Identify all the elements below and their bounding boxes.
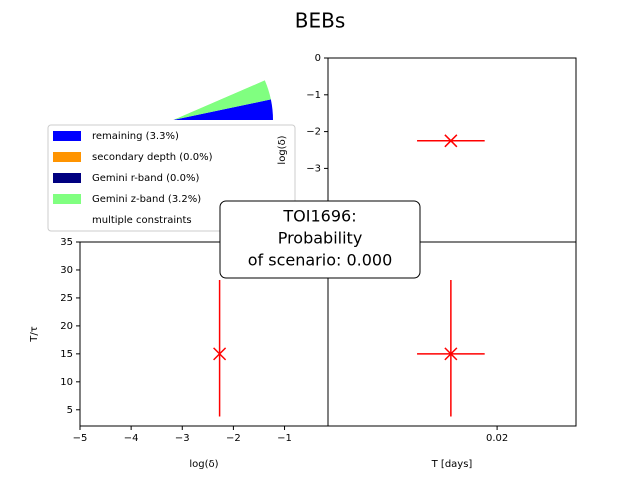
x-tick-label: −2 bbox=[226, 433, 241, 444]
legend-swatch bbox=[53, 194, 81, 204]
x-axis-label: T [days] bbox=[431, 459, 473, 470]
y-tick-label: 0 bbox=[315, 53, 321, 64]
legend-label: Gemini r-band (0.0%) bbox=[92, 173, 199, 184]
y-tick-label: 5 bbox=[67, 405, 73, 416]
pie-wedge bbox=[173, 80, 271, 120]
legend-label: Gemini z-band (3.2%) bbox=[92, 194, 201, 205]
legend-label: multiple constraints bbox=[92, 215, 192, 226]
point bbox=[444, 347, 458, 361]
y-tick-label: 30 bbox=[60, 265, 73, 276]
y-tick-label: 10 bbox=[60, 377, 73, 388]
point bbox=[213, 347, 227, 361]
point bbox=[444, 134, 458, 148]
pie-wedge bbox=[173, 99, 273, 120]
x-tick-label: −5 bbox=[73, 433, 88, 444]
x-tick-label: −1 bbox=[277, 433, 292, 444]
annotation-box bbox=[219, 200, 421, 279]
y-axis-label: T/τ bbox=[29, 326, 40, 343]
legend-label: secondary depth (0.0%) bbox=[92, 152, 213, 163]
y-tick-label: −2 bbox=[306, 127, 321, 138]
legend-swatch bbox=[53, 215, 81, 225]
y-tick-label: 15 bbox=[60, 349, 73, 360]
x-tick-label: −4 bbox=[124, 433, 139, 444]
chart-title: BEBs bbox=[295, 9, 346, 33]
y-tick-label: −3 bbox=[306, 163, 321, 174]
y-tick-label: 20 bbox=[60, 321, 73, 332]
x-tick-label: −3 bbox=[175, 433, 190, 444]
y-tick-label: −1 bbox=[306, 90, 321, 101]
annotation-line: of scenario: 0.000 bbox=[248, 251, 393, 270]
legend-label: remaining (3.3%) bbox=[92, 131, 179, 142]
y-tick-label: 35 bbox=[60, 237, 73, 248]
legend-swatch bbox=[53, 173, 81, 183]
legend-swatch bbox=[53, 152, 81, 162]
x-tick-label: 0.02 bbox=[486, 433, 508, 444]
y-axis-label: log(δ) bbox=[277, 135, 288, 164]
x-axis-label: log(δ) bbox=[189, 459, 218, 470]
y-tick-label: 25 bbox=[60, 293, 73, 304]
annotation-line: TOI1696: bbox=[282, 207, 356, 226]
annotation-line: Probability bbox=[278, 229, 363, 248]
legend-swatch bbox=[53, 131, 81, 141]
